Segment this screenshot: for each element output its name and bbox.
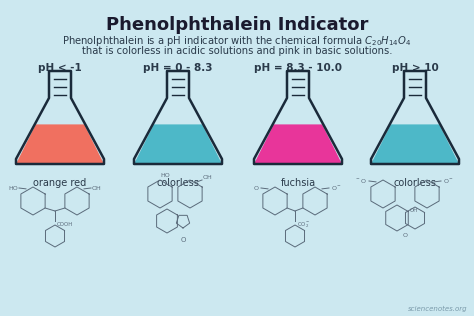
Text: HO: HO [160,173,170,178]
Polygon shape [16,125,104,164]
Text: Phenolphthalein Indicator: Phenolphthalein Indicator [106,16,368,34]
Text: O: O [254,185,259,191]
Text: orange red: orange red [33,178,87,188]
Text: that is colorless in acidic solutions and pink in basic solutions.: that is colorless in acidic solutions an… [82,46,392,56]
Text: pH > 10: pH > 10 [392,63,438,73]
Text: OH: OH [410,208,419,212]
Text: fuchsia: fuchsia [281,178,316,188]
Text: O: O [180,237,186,243]
Polygon shape [254,125,342,164]
Text: O$^-$: O$^-$ [443,177,454,185]
Text: colorless: colorless [156,178,200,188]
Text: pH = 0 - 8.3: pH = 0 - 8.3 [143,63,213,73]
Polygon shape [371,125,459,164]
Text: $^-$O: $^-$O [355,177,367,185]
Text: Phenolphthalein is a pH indicator with the chemical formula $C_{20}H_{14}O_4$: Phenolphthalein is a pH indicator with t… [62,34,412,48]
Text: CO$_2^-$: CO$_2^-$ [297,221,311,230]
Text: O: O [402,233,408,238]
Text: O$^-$: O$^-$ [331,184,342,192]
Text: sciencenotes.org: sciencenotes.org [409,306,468,312]
Polygon shape [134,125,222,164]
Text: OH: OH [92,185,102,191]
Text: HO: HO [8,185,18,191]
Text: pH = 8.3 - 10.0: pH = 8.3 - 10.0 [254,63,342,73]
Text: COOH: COOH [57,222,73,227]
Text: OH: OH [203,175,213,180]
Text: colorless: colorless [393,178,437,188]
Text: pH < -1: pH < -1 [38,63,82,73]
